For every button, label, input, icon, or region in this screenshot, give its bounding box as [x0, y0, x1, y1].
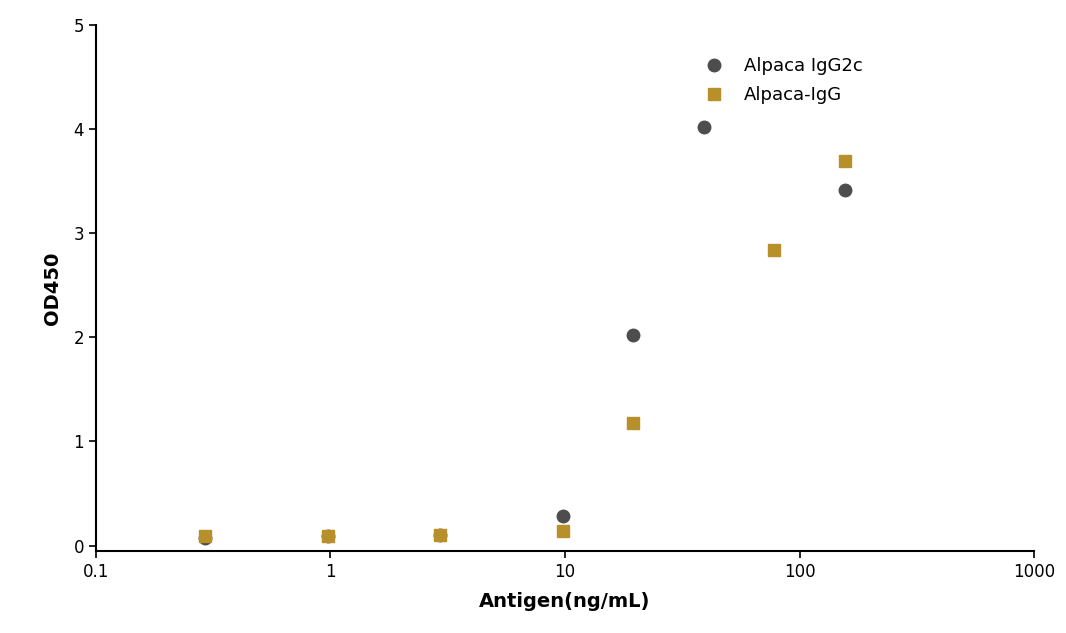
Alpaca IgG2c	[322, 532, 335, 540]
X-axis label: Antigen(ng/mL): Antigen(ng/mL)	[480, 592, 650, 611]
Alpaca IgG2c	[627, 332, 640, 339]
Alpaca-IgG	[199, 532, 212, 540]
Alpaca IgG2c	[556, 513, 569, 520]
Alpaca-IgG	[839, 157, 852, 165]
Alpaca IgG2c	[839, 186, 852, 194]
Alpaca IgG2c	[697, 123, 710, 131]
Line: Alpaca IgG2c: Alpaca IgG2c	[199, 121, 852, 544]
Line: Alpaca-IgG: Alpaca-IgG	[199, 155, 851, 542]
Alpaca-IgG	[434, 531, 447, 539]
Alpaca-IgG	[556, 527, 569, 535]
Alpaca-IgG	[627, 419, 640, 427]
Y-axis label: OD450: OD450	[44, 251, 63, 325]
Alpaca IgG2c	[434, 531, 447, 539]
Alpaca-IgG	[322, 532, 335, 540]
Legend: Alpaca IgG2c, Alpaca-IgG: Alpaca IgG2c, Alpaca-IgG	[687, 50, 870, 111]
Alpaca IgG2c	[199, 534, 212, 542]
Alpaca-IgG	[768, 246, 780, 254]
